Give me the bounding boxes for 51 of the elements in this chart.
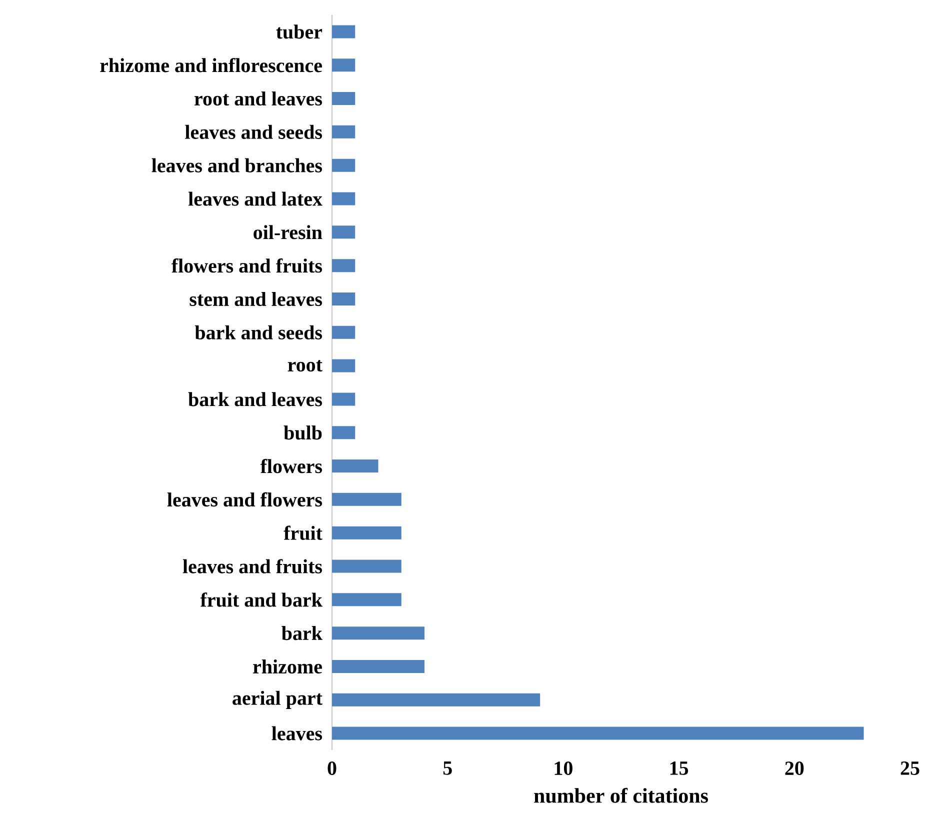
bar <box>332 726 864 740</box>
y-tick-label: bulb <box>284 426 322 440</box>
y-tick-label: leaves and seeds <box>185 124 322 139</box>
x-tick-label: 15 <box>670 762 688 775</box>
y-tick-label: leaves and fruits <box>182 559 322 574</box>
y-tick-label: root and leaves <box>194 91 322 106</box>
bar <box>332 560 402 573</box>
bar <box>332 492 402 506</box>
x-tick-label: 10 <box>554 762 572 776</box>
y-tick-label: leaves <box>272 726 322 740</box>
bar <box>332 125 356 138</box>
bar <box>332 693 540 706</box>
bar <box>332 460 378 473</box>
bar <box>332 259 356 272</box>
y-tick-label: flowers <box>260 458 322 474</box>
x-tick-label: 25 <box>900 762 920 775</box>
y-tick-label: leaves and branches <box>152 158 322 172</box>
bar <box>332 292 356 306</box>
bar <box>332 326 356 339</box>
x-tick-label: 20 <box>785 762 804 776</box>
bar <box>332 92 356 106</box>
y-tick-label: bark and leaves <box>188 392 322 406</box>
bar <box>332 58 356 72</box>
bar <box>332 158 356 172</box>
bar <box>332 192 356 206</box>
y-tick-label: bark and seeds <box>194 325 322 340</box>
y-tick-label: rhizome <box>253 659 322 674</box>
y-tick-label: root <box>288 360 322 372</box>
y-tick-label: leaves and flowers <box>167 492 322 507</box>
bar <box>332 593 402 606</box>
y-tick-label: fruit and bark <box>200 592 322 607</box>
y-tick-label: fruit <box>284 526 322 540</box>
y-tick-label: tuber <box>276 24 322 39</box>
x-tick-label: 0 <box>328 762 336 776</box>
y-tick-label: oil-resin <box>254 225 322 240</box>
y-tick-label: stem and leaves <box>190 292 322 306</box>
bar <box>332 660 424 673</box>
x-axis-title: number of citations <box>534 788 708 803</box>
y-tick-label: bark <box>282 626 322 640</box>
bar <box>332 626 424 640</box>
x-tick-label: 5 <box>443 762 452 775</box>
y-tick-label: rhizome and inflorescence <box>100 58 322 72</box>
y-tick-label: aerial part <box>232 690 322 709</box>
bar <box>332 392 356 406</box>
bar <box>332 226 356 239</box>
bar <box>332 359 356 372</box>
bar <box>332 526 402 540</box>
bar <box>332 426 356 440</box>
bar <box>332 25 356 38</box>
y-tick-label: leaves and latex <box>188 192 322 206</box>
y-tick-label: flowers and fruits <box>172 258 322 273</box>
